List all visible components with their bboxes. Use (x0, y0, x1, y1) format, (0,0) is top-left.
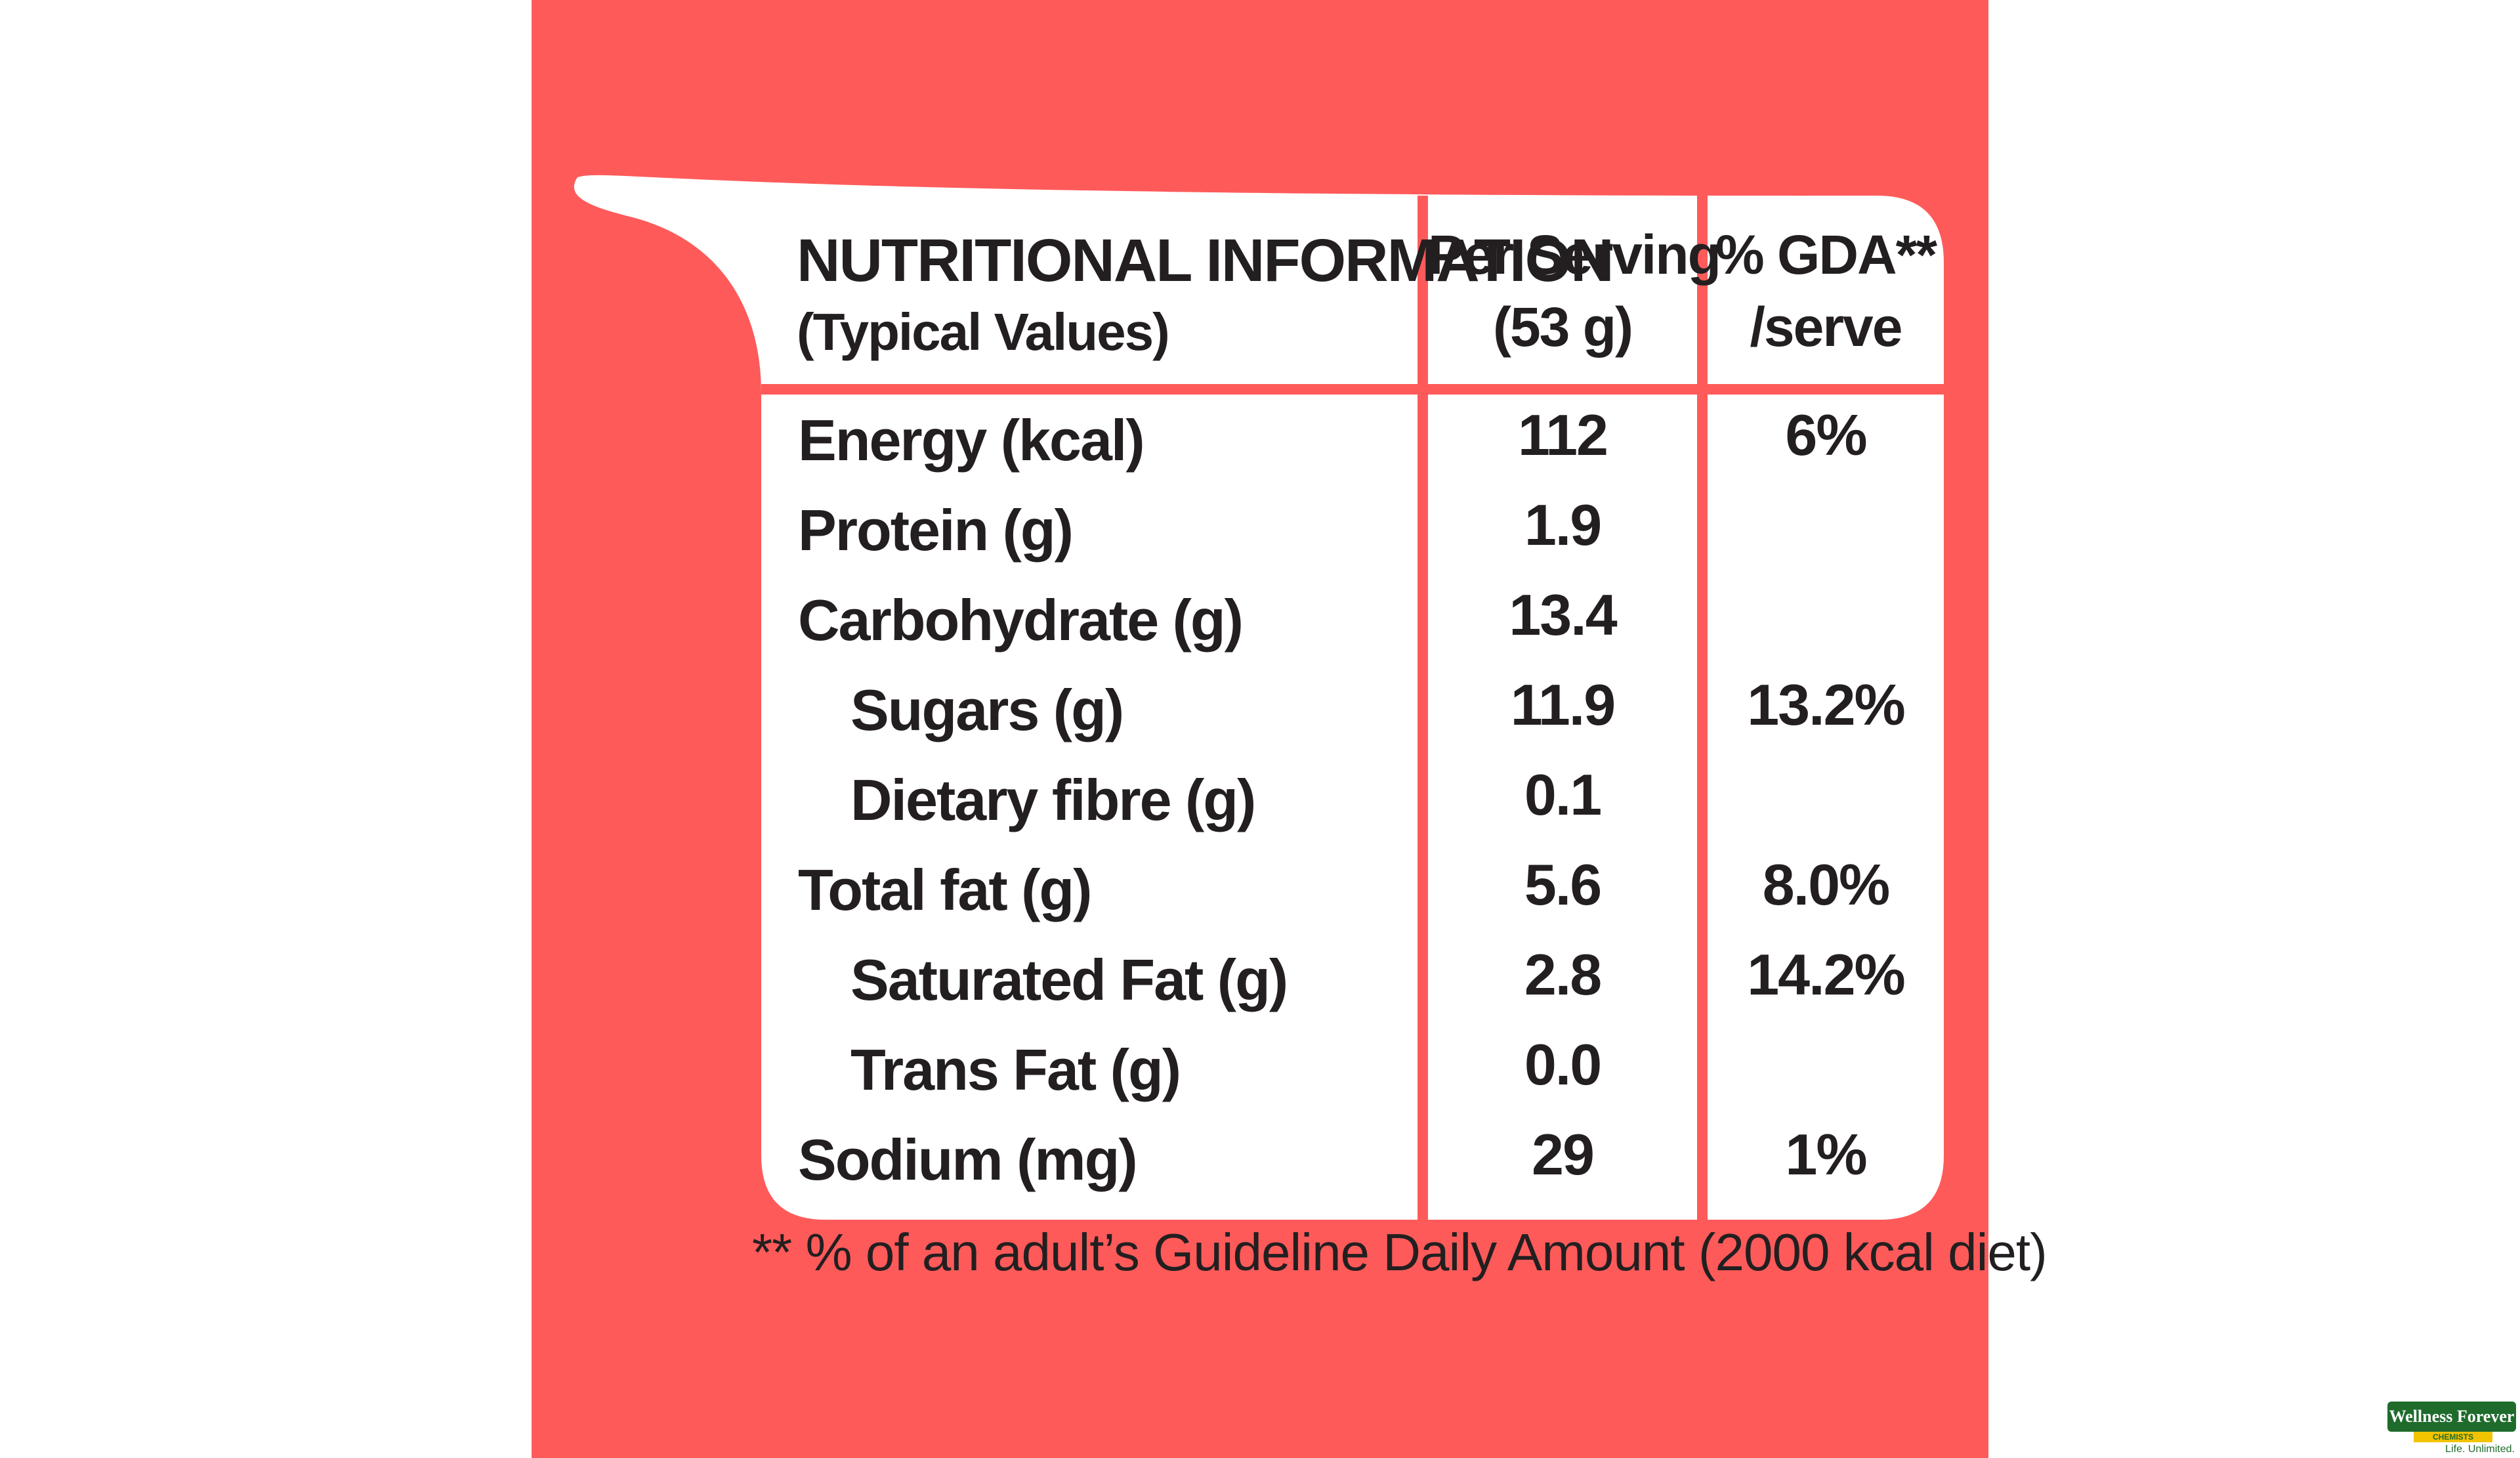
gda-header: % GDA** (1715, 224, 1937, 286)
logo-sub: CHEMISTS (2414, 1432, 2492, 1442)
per-serving-header: Per Serving (1428, 224, 1721, 286)
row-label-saturated-fat: Saturated Fat (g) (850, 947, 1288, 1012)
row-value-dietary-fibre: 0.1 (1524, 762, 1602, 827)
row-value-trans-fat: 0.0 (1524, 1032, 1602, 1097)
serving-size-header: (53 g) (1492, 296, 1633, 358)
header-divider (761, 384, 1944, 395)
gda-serve-header: /serve (1750, 296, 1903, 358)
row-value-carbohydrate: 13.4 (1509, 582, 1617, 647)
row-gda-saturated-fat: 14.2% (1747, 942, 1906, 1007)
row-label-trans-fat: Trans Fat (g) (850, 1037, 1181, 1102)
row-label-dietary-fibre: Dietary fibre (g) (850, 767, 1256, 832)
row-gda-sugars: 13.2% (1747, 672, 1906, 737)
row-label-sugars: Sugars (g) (850, 677, 1124, 742)
row-gda-energy: 6% (1785, 402, 1867, 467)
logo-brand: Wellness Forever (2387, 1402, 2516, 1432)
row-value-saturated-fat: 2.8 (1524, 942, 1602, 1007)
row-label-sodium: Sodium (mg) (798, 1127, 1138, 1192)
row-value-sodium: 29 (1532, 1122, 1595, 1187)
row-value-sugars: 11.9 (1510, 672, 1616, 737)
row-value-total-fat: 5.6 (1524, 852, 1602, 917)
row-gda-sodium: 1% (1785, 1122, 1867, 1187)
row-label-protein: Protein (g) (798, 498, 1074, 563)
row-label-total-fat: Total fat (g) (798, 857, 1092, 922)
table-title: NUTRITIONAL INFORMATION (797, 227, 1614, 294)
row-gda-total-fat: 8.0% (1762, 852, 1891, 917)
gda-footnote: ** % of an adult’s Guideline Daily Amoun… (752, 1223, 2048, 1281)
row-label-carbohydrate: Carbohydrate (g) (798, 588, 1244, 653)
table-subtitle: (Typical Values) (797, 303, 1170, 361)
logo-tagline: Life. Unlimited. (2445, 1444, 2515, 1455)
column-divider-1 (1418, 196, 1428, 1220)
row-value-protein: 1.9 (1524, 492, 1602, 557)
wellness-forever-logo: Wellness Forever CHEMISTS Life. Unlimite… (2387, 1402, 2519, 1455)
column-divider-2 (1697, 196, 1708, 1220)
row-value-energy: 112 (1518, 402, 1608, 467)
row-label-energy: Energy (kcal) (798, 408, 1145, 473)
